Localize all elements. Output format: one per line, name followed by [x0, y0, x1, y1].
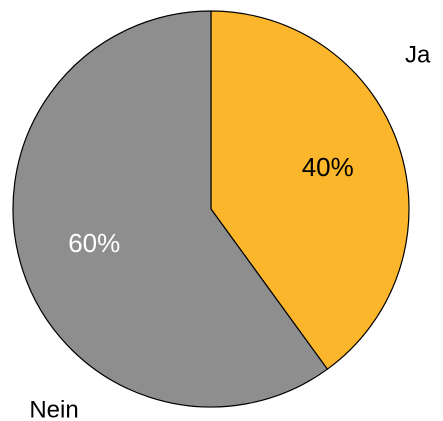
pie-slice-ja: [210, 10, 410, 370]
pie-value-label-nein: 60%: [68, 228, 120, 258]
pie-slices: [12, 10, 410, 408]
pie-category-label-nein: Nein: [29, 397, 78, 421]
pie-slice-nein: [12, 10, 328, 408]
pie-category-label-ja: Ja: [405, 42, 431, 69]
pie-category-labels: Ja Nein: [29, 42, 431, 421]
pie-value-label-ja: 40%: [302, 152, 354, 182]
pie-value-labels: 40% 60%: [68, 152, 354, 258]
